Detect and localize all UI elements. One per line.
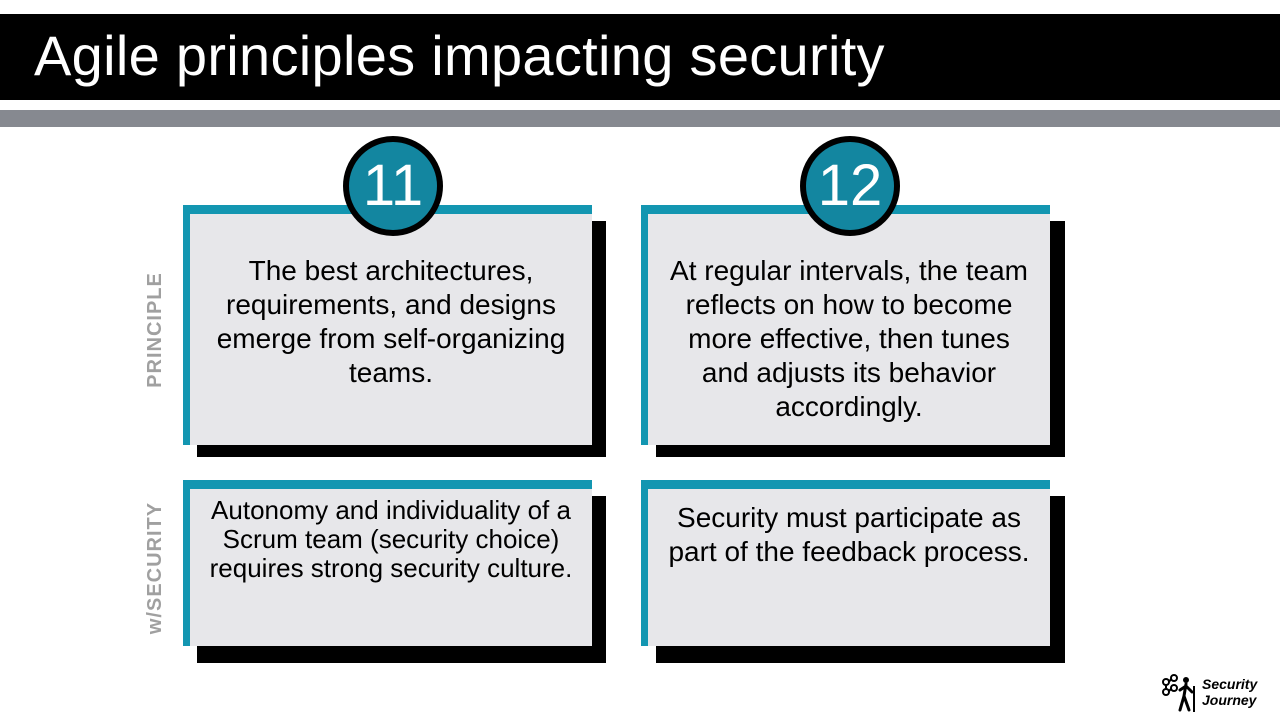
- principle-text-12: At regular intervals, the team reflects …: [670, 255, 1028, 422]
- title-bar: Agile principles impacting security: [0, 14, 1280, 100]
- principle-card-12: At regular intervals, the team reflects …: [641, 205, 1050, 445]
- principle-card-11: The best architectures, requirements, an…: [183, 205, 592, 445]
- principle-number-12: 12: [800, 136, 900, 236]
- principle-text-11: The best architectures, requirements, an…: [216, 255, 566, 388]
- divider-bar: [0, 110, 1280, 127]
- logo-line-2: Journey: [1202, 692, 1257, 708]
- security-text-11: Autonomy and individuality of a Scrum te…: [209, 495, 573, 583]
- slide-title: Agile principles impacting security: [34, 24, 885, 87]
- row-label-security: w/SECURITY: [144, 501, 166, 635]
- logo-line-1: Security: [1202, 676, 1258, 692]
- principle-number-11: 11: [343, 136, 443, 236]
- hiker-network-icon: [1162, 674, 1195, 712]
- security-journey-logo: Security Journey: [1160, 674, 1270, 714]
- security-card-11: Autonomy and individuality of a Scrum te…: [183, 480, 592, 646]
- security-text-12: Security must participate as part of the…: [668, 502, 1030, 567]
- logo-wordmark: Security Journey: [1202, 676, 1257, 708]
- security-card-12: Security must participate as part of the…: [641, 480, 1050, 646]
- row-label-principle: PRINCIPLE: [144, 272, 166, 388]
